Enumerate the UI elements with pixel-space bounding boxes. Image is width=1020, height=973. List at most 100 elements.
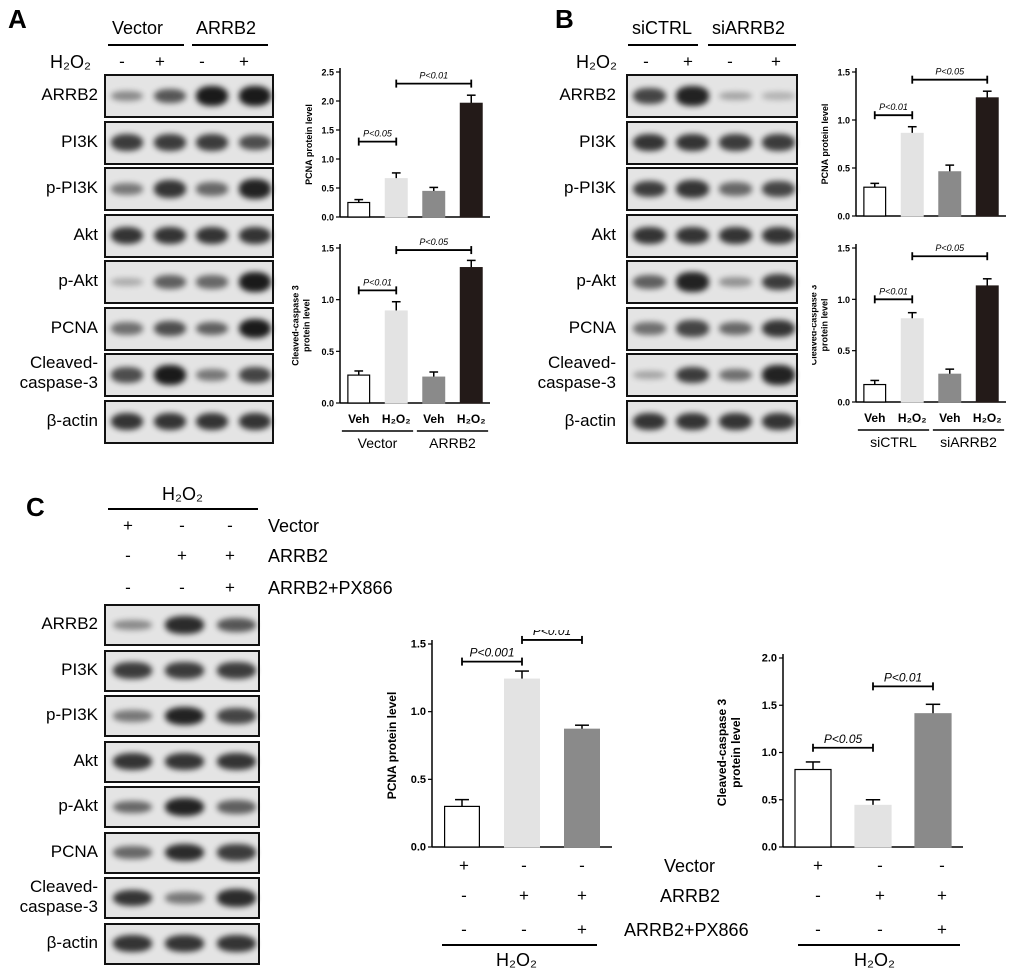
protein-band (111, 322, 144, 335)
bar (900, 318, 924, 403)
p-value-label: P<0.05 (363, 129, 393, 139)
x-tick-label: H₂O₂ (973, 411, 1002, 425)
protein-band (164, 892, 204, 904)
protein-band (762, 92, 795, 100)
panel-letter-a: A (8, 4, 27, 34)
protein-band (164, 843, 204, 862)
blot-label-p-akt: p-Akt (576, 271, 616, 290)
group-label-sictrl: siCTRL (632, 18, 693, 38)
protein-band (112, 662, 152, 679)
protein-band (153, 88, 186, 104)
treatment-label: H₂O₂ (854, 950, 895, 970)
condition-label: ARRB2+PX866 (268, 578, 393, 598)
protein-band (196, 86, 229, 106)
y-tick-label: 0.5 (411, 774, 426, 786)
y-axis-label: PCNA protein level (820, 104, 830, 185)
blot-label-p-pi3k: p-PI3K (564, 178, 616, 197)
treatment-sign: - (727, 52, 733, 71)
protein-band (111, 226, 144, 245)
bar (422, 376, 446, 404)
y-tick-label: 1.0 (321, 155, 334, 165)
y-tick-label: 1.0 (837, 295, 850, 305)
chart-b-pcna: 0.0 0.5 1.0 1.5 PCNA protein level P<0.01 P<0.… (820, 67, 1006, 222)
protein-band (196, 369, 229, 381)
y-tick-label: 0.5 (762, 794, 777, 806)
y-tick-label: 2.5 (321, 68, 334, 78)
blot-label-pi3k: PI3K (579, 131, 616, 151)
treatment-label: H₂O₂ (162, 484, 203, 504)
chart-condition-sign: - (815, 920, 821, 939)
protein-band (676, 133, 709, 152)
group-label: siARRB2 (940, 434, 997, 450)
protein-band (111, 412, 144, 431)
treatment-sign: - (199, 52, 205, 71)
treatment-underline (108, 508, 258, 510)
chart-condition-sign: - (521, 920, 527, 939)
protein-band (633, 87, 666, 105)
protein-band (112, 710, 152, 722)
p-value-label: P<0.05 (824, 732, 863, 746)
protein-band (164, 797, 204, 817)
protein-band (111, 183, 144, 195)
protein-band (719, 226, 752, 245)
bar (503, 678, 540, 848)
group-underline (628, 44, 698, 46)
y-tick-label: 0.0 (837, 398, 850, 408)
blot-strip (104, 74, 274, 118)
x-tick-label: Veh (939, 411, 960, 425)
protein-band (762, 412, 795, 431)
y-tick-label: 1.0 (762, 747, 777, 759)
protein-band (111, 134, 144, 151)
protein-band (633, 275, 666, 289)
treatment-sign: + (771, 52, 781, 71)
condition-sign: + (225, 546, 235, 565)
protein-band (196, 275, 229, 289)
treatment-label: H₂O₂ (496, 950, 537, 970)
chart-condition-sign: - (461, 886, 467, 905)
y-tick-label: 1.5 (321, 244, 334, 254)
protein-band (153, 365, 186, 385)
condition-sign: + (177, 546, 187, 565)
chart-condition-sign: + (577, 920, 587, 939)
chart-condition-sign: + (519, 886, 529, 905)
bar (459, 102, 483, 218)
protein-band (719, 91, 752, 101)
treatment-sign: - (643, 52, 649, 71)
protein-band (762, 319, 795, 338)
protein-band (111, 90, 144, 102)
blot-label-pcna: PCNA (50, 841, 98, 861)
condition-sign: + (123, 516, 133, 535)
bar (384, 178, 408, 218)
condition-sign: - (227, 516, 233, 535)
protein-band (719, 182, 752, 196)
protein-band (153, 134, 186, 151)
protein-band (196, 412, 229, 431)
protein-band (719, 134, 752, 151)
bar (938, 373, 962, 403)
blot-strip (104, 786, 260, 828)
blot-label-p-akt: p-Akt (58, 796, 98, 815)
group-label: siCTRL (870, 434, 917, 450)
chart-b-caspase3: 0.0 0.5 1.0 1.5 Cleaved-caspase 3protein lev… (812, 243, 1006, 450)
protein-band (676, 366, 709, 384)
protein-band (676, 272, 709, 292)
chart-condition-sign: + (813, 856, 823, 875)
p-value-label: P<0.01 (419, 71, 448, 81)
protein-band (719, 277, 752, 287)
blot-strip (104, 695, 260, 737)
condition-sign: + (225, 578, 235, 597)
blot-label-pi3k: PI3K (61, 659, 98, 679)
group-label-siarrb2: siARRB2 (712, 18, 786, 38)
protein-band (676, 320, 709, 337)
blot-label-p-akt: p-Akt (58, 271, 98, 290)
x-tick-label: Veh (423, 412, 444, 426)
treatment-underline (798, 944, 960, 946)
bar (938, 171, 962, 217)
blot-strip (626, 353, 798, 397)
panel-letter-b: B (555, 4, 574, 34)
protein-band (216, 617, 256, 633)
protein-band (238, 272, 271, 292)
chart-condition-sign: - (521, 856, 527, 875)
protein-band (719, 368, 752, 382)
blot-strip (104, 922, 260, 965)
